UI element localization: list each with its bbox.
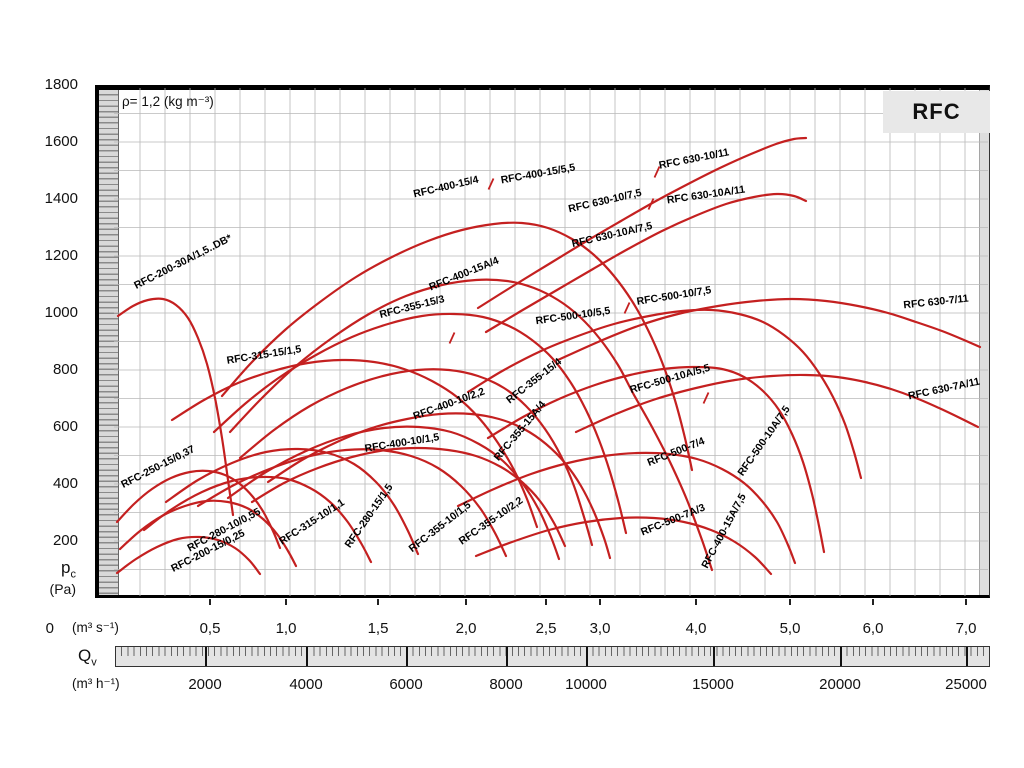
pressure-axis-title: pc (61, 558, 76, 581)
pressure-tick-label: 1400 (44, 190, 78, 207)
flow-s-tick-mark (965, 599, 967, 605)
flow-h-tick-label: 15000 (692, 676, 734, 693)
flow-ruler-minor-ticks (116, 647, 989, 656)
flow-s-tick-mark (695, 599, 697, 605)
pressure-tick-label: 1600 (44, 133, 78, 150)
axis-zero-label: 0 (45, 620, 54, 637)
density-note: ρ= 1,2 (kg m⁻³) (122, 94, 214, 109)
flow-h-axis-unit: (m³ h⁻¹) (72, 676, 120, 691)
flow-s-tick-label: 1,5 (367, 620, 389, 637)
flow-s-tick-mark (377, 599, 379, 605)
flow-s-tick-mark (209, 599, 211, 605)
flow-s-axis-unit: (m³ s⁻¹) (72, 620, 119, 635)
flow-h-tick-label: 10000 (565, 676, 607, 693)
flow-s-tick-label: 0,5 (199, 620, 221, 637)
flow-s-tick-label: 5,0 (779, 620, 801, 637)
pressure-tick-label: 200 (52, 532, 78, 549)
plot-area (95, 85, 990, 598)
flow-h-tick-label: 20000 (819, 676, 861, 693)
flow-ruler-major-tick (205, 647, 207, 666)
flow-s-tick-label: 2,5 (535, 620, 557, 637)
pressure-axis-unit: (Pa) (49, 581, 76, 597)
pressure-tick-label: 1200 (44, 247, 78, 264)
flow-s-tick-label: 7,0 (955, 620, 977, 637)
pressure-tick-label: 1000 (44, 304, 78, 321)
pressure-axis-ruler (99, 90, 119, 595)
flow-ruler-major-tick (840, 647, 842, 666)
pressure-tick-label: 600 (52, 418, 78, 435)
flow-s-tick-label: 1,0 (275, 620, 297, 637)
flow-h-tick-label: 6000 (389, 676, 423, 693)
flow-h-tick-label: 4000 (289, 676, 323, 693)
flow-ruler-major-tick (586, 647, 588, 666)
pressure-tick-label: 400 (52, 475, 78, 492)
flow-s-tick-mark (789, 599, 791, 605)
flow-h-tick-label: 25000 (945, 676, 987, 693)
brand-text: RFC (912, 99, 961, 124)
right-edge-strip (979, 90, 989, 595)
flow-s-tick-mark (545, 599, 547, 605)
flow-s-tick-mark (599, 599, 601, 605)
flow-ruler-major-tick (406, 647, 408, 666)
brand-badge: RFC (883, 91, 990, 133)
pressure-tick-label: 800 (52, 361, 78, 378)
flow-s-tick-label: 3,0 (589, 620, 611, 637)
flow-ruler-major-tick (713, 647, 715, 666)
flow-s-tick-label: 2,0 (455, 620, 477, 637)
flow-ruler-major-tick (306, 647, 308, 666)
flow-s-tick-mark (285, 599, 287, 605)
flow-h-tick-label: 2000 (188, 676, 222, 693)
flow-s-tick-label: 6,0 (862, 620, 884, 637)
flow-h-tick-label: 8000 (489, 676, 523, 693)
pressure-tick-label: 1800 (44, 76, 78, 93)
flow-ruler-major-tick (506, 647, 508, 666)
flow-s-tick-label: 4,0 (685, 620, 707, 637)
flow-s-tick-mark (465, 599, 467, 605)
flow-ruler-major-tick (966, 647, 968, 666)
flow-s-tick-mark (872, 599, 874, 605)
flow-ruler (115, 646, 990, 667)
flow-axis-title: Qv (78, 646, 97, 669)
